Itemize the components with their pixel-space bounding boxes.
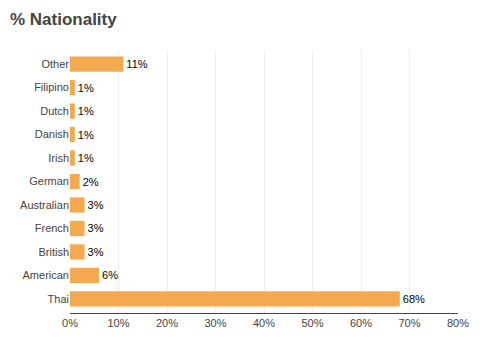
svg-text:French: French — [35, 222, 69, 234]
svg-text:80%: 80% — [447, 317, 469, 329]
svg-text:Irish: Irish — [48, 152, 69, 164]
svg-text:6%: 6% — [102, 269, 118, 281]
svg-text:German: German — [29, 175, 69, 187]
svg-text:Australian: Australian — [20, 199, 69, 211]
svg-text:Other: Other — [41, 58, 69, 70]
svg-text:3%: 3% — [88, 246, 104, 258]
svg-text:60%: 60% — [350, 317, 372, 329]
svg-text:1%: 1% — [78, 105, 94, 117]
svg-text:30%: 30% — [204, 317, 226, 329]
svg-text:British: British — [38, 246, 69, 258]
svg-text:0%: 0% — [62, 317, 78, 329]
svg-text:3%: 3% — [88, 222, 104, 234]
svg-text:40%: 40% — [253, 317, 275, 329]
svg-text:Danish: Danish — [35, 128, 69, 140]
svg-text:11%: 11% — [126, 58, 147, 70]
svg-text:2%: 2% — [83, 176, 99, 188]
svg-text:3%: 3% — [88, 199, 104, 211]
svg-text:10%: 10% — [107, 317, 129, 329]
svg-text:1%: 1% — [78, 129, 94, 141]
svg-text:American: American — [23, 269, 69, 281]
svg-text:70%: 70% — [398, 317, 420, 329]
svg-text:50%: 50% — [301, 317, 323, 329]
svg-text:% Nationality: % Nationality — [10, 10, 117, 29]
svg-text:Filipino: Filipino — [34, 81, 69, 93]
svg-text:20%: 20% — [156, 317, 178, 329]
svg-text:1%: 1% — [78, 152, 94, 164]
svg-text:1%: 1% — [78, 82, 94, 94]
svg-text:Dutch: Dutch — [40, 105, 69, 117]
svg-text:Thai: Thai — [48, 293, 69, 305]
svg-text:68%: 68% — [403, 293, 425, 305]
